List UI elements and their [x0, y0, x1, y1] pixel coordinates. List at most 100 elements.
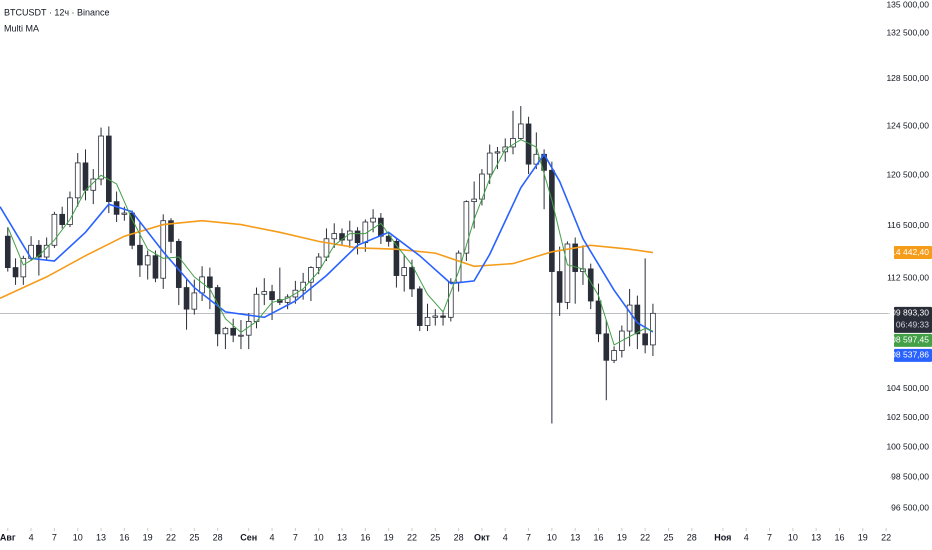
candle-body	[214, 287, 221, 335]
x-tick-label: 22	[881, 532, 891, 542]
candle-body	[137, 244, 143, 266]
candle-body	[269, 291, 275, 301]
candle-body	[323, 238, 330, 258]
candle-body	[595, 300, 602, 335]
candle-body	[331, 233, 338, 240]
x-tick-label: 4	[744, 532, 749, 542]
candle-body	[152, 255, 159, 279]
candle-body	[12, 267, 19, 278]
y-tick-label: 112 500,00	[887, 272, 929, 282]
candle-body	[642, 333, 648, 346]
price-label: 109 893,30	[886, 308, 929, 318]
x-tick-label: 22	[640, 532, 650, 542]
candle-body	[36, 244, 42, 258]
candle-body	[230, 327, 236, 336]
y-tick-label: 116 500,00	[887, 220, 929, 230]
x-tick-label: 28	[687, 532, 697, 542]
candle-body	[238, 334, 244, 337]
moving-average-line	[7, 139, 654, 346]
candle-body	[432, 315, 439, 318]
candle-body	[82, 162, 89, 191]
candle-body	[626, 304, 633, 332]
candle-body	[424, 316, 431, 326]
candle-body	[409, 267, 415, 290]
x-tick-label: 16	[119, 532, 129, 542]
x-tick-label: 13	[570, 532, 580, 542]
price-label-box	[894, 333, 932, 347]
candle-body	[67, 197, 73, 225]
candle-body	[168, 220, 174, 242]
candle-body	[393, 240, 400, 276]
candle-body	[191, 292, 198, 310]
candle-body	[51, 213, 58, 246]
y-tick-label: 102 500,00	[886, 412, 929, 422]
candle-body	[222, 327, 229, 335]
candle-body	[564, 243, 571, 303]
moving-average-line	[0, 152, 654, 333]
candle-body	[284, 296, 291, 303]
x-tick-label: Сен	[240, 532, 257, 542]
candle-body	[106, 135, 112, 203]
candle-body	[416, 288, 423, 326]
x-tick-label: 19	[858, 532, 868, 542]
x-tick-label: 16	[360, 532, 370, 542]
x-tick-label: 4	[270, 532, 275, 542]
indicator-name: Multi MA	[4, 23, 39, 33]
candle-body	[308, 267, 314, 283]
x-tick-label: 4	[29, 532, 34, 542]
x-tick-label: 19	[617, 532, 627, 542]
price-label-box	[894, 306, 932, 333]
candle-body	[385, 235, 392, 242]
candle-body	[572, 243, 579, 272]
candle-body	[517, 123, 524, 139]
candle-body	[339, 233, 345, 241]
x-tick-label: 28	[454, 532, 464, 542]
candle-body	[261, 291, 268, 295]
x-tick-label: 7	[293, 532, 298, 542]
countdown: 06:49:33	[896, 320, 929, 330]
candle-body	[4, 235, 11, 268]
x-tick-label: Авг	[0, 532, 16, 542]
candle-body	[611, 350, 617, 361]
candle-body	[440, 315, 446, 318]
candle-body	[129, 212, 135, 246]
x-tick-label: 4	[503, 532, 508, 542]
moving-average-line	[0, 219, 654, 300]
x-tick-label: 16	[834, 532, 844, 542]
price-label: 114 442,40	[887, 247, 929, 257]
x-tick-label: 10	[788, 532, 798, 542]
y-tick-label: 104 500,00	[886, 383, 929, 393]
candle-body	[315, 256, 322, 268]
candle-body	[59, 213, 65, 225]
candle-body	[253, 293, 260, 322]
price-label-box	[894, 348, 932, 362]
y-tick-label: 135 000,00	[886, 0, 929, 9]
x-tick-label: 25	[189, 532, 199, 542]
y-tick-label: 100 500,00	[886, 441, 929, 451]
x-tick-label: 13	[337, 532, 347, 542]
y-tick-label: 128 500,00	[886, 73, 929, 83]
x-tick-label: 10	[547, 532, 557, 542]
x-tick-label: 10	[314, 532, 324, 542]
x-tick-label: 7	[767, 532, 772, 542]
y-tick-label: 132 500,00	[886, 27, 929, 37]
x-tick-label: 7	[526, 532, 531, 542]
candle-body	[494, 151, 501, 154]
x-tick-label: 25	[663, 532, 673, 542]
candle-body	[183, 287, 190, 310]
candle-body	[463, 201, 470, 254]
y-tick-label: 124 500,00	[886, 121, 929, 131]
candle-body	[98, 135, 104, 180]
x-tick-label: 13	[811, 532, 821, 542]
candle-body	[74, 162, 81, 199]
candle-body	[121, 212, 128, 215]
candle-body	[650, 312, 656, 346]
candle-body	[486, 152, 493, 175]
x-tick-label: 19	[143, 532, 153, 542]
candle-body	[199, 276, 205, 294]
candle-body	[603, 333, 610, 361]
x-tick-label: 22	[407, 532, 417, 542]
candle-body	[207, 276, 213, 288]
x-tick-label: 22	[166, 532, 176, 542]
